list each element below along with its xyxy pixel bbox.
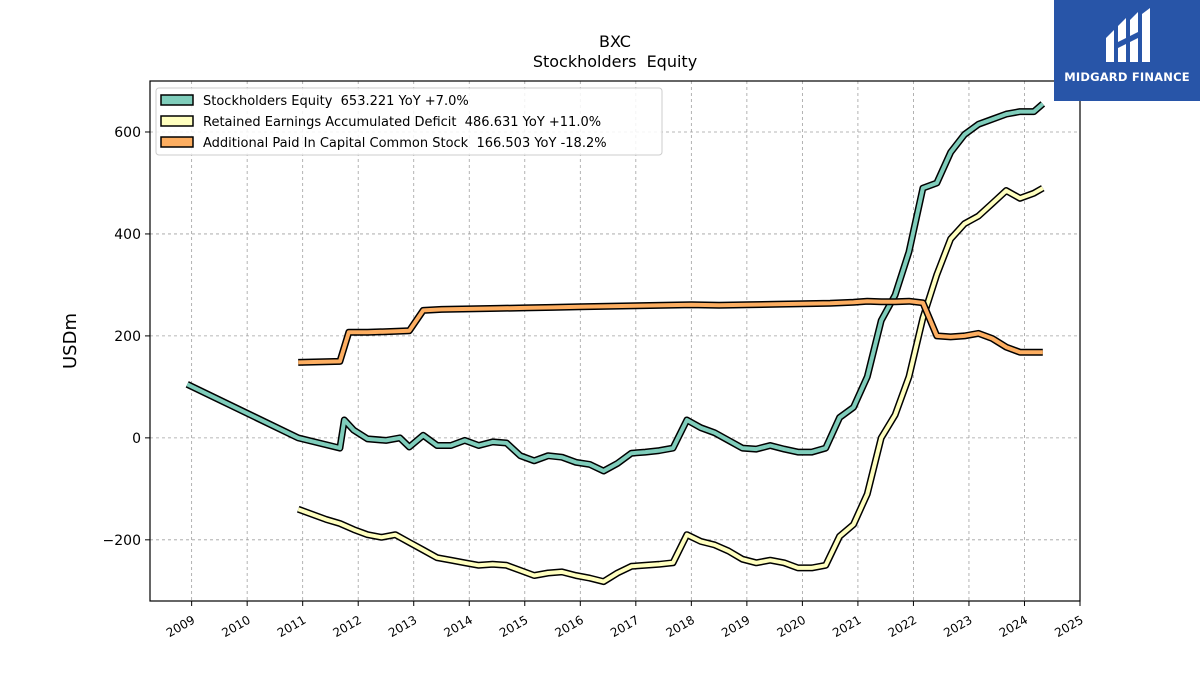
chart-subtitle: Stockholders Equity (533, 52, 697, 71)
legend-label-2: Retained Earnings Accumulated Deficit 48… (203, 115, 601, 130)
y-tick-label: 600 (114, 125, 141, 141)
x-tick-label: 2009 (164, 613, 197, 640)
x-tick-label: 2025 (1052, 613, 1085, 640)
x-tick-label: 2020 (775, 613, 808, 640)
legend-swatch-3 (160, 136, 194, 148)
x-tick-label: 2013 (386, 613, 419, 640)
series-line-3 (298, 299, 1043, 365)
legend-box (155, 87, 663, 156)
x-tick-label: 2022 (886, 613, 919, 640)
logo: MIDGARD FINANCE (1054, 0, 1200, 101)
chart-title: BXC (599, 32, 631, 51)
x-tick-label: 2024 (997, 613, 1030, 640)
x-tick-label: 2011 (275, 613, 308, 640)
series-outline-1 (185, 101, 1046, 475)
x-tick-label: 2023 (941, 613, 974, 640)
x-tick-label: 2010 (219, 613, 252, 640)
plot-frame (149, 80, 1081, 602)
x-tick-label: 2018 (664, 613, 697, 640)
legend: Stockholders Equity 653.221 YoY +7.0% Ret… (155, 87, 663, 156)
y-tick-label: 200 (114, 329, 141, 345)
series-line-1 (186, 102, 1045, 473)
series-outline-2 (296, 185, 1045, 586)
gridlines (150, 81, 1081, 601)
logo-mark-icon (1106, 8, 1150, 62)
legend-label-3: Additional Paid In Capital Common Stock … (203, 136, 607, 151)
y-tick-label: 400 (114, 227, 141, 243)
x-tick-label: 2016 (553, 613, 586, 640)
logo-text: MIDGARD FINANCE (1064, 70, 1190, 84)
x-tick-label: 2014 (441, 613, 474, 640)
y-axis-label: USDm (60, 313, 81, 369)
x-axis: 2009 2010 2011 2012 2013 2014 2015 2016 2017 2018… (164, 601, 1086, 640)
legend-swatch-1 (160, 94, 194, 106)
y-tick-label: −200 (103, 533, 141, 549)
x-tick-label: 2021 (830, 613, 863, 640)
series-line-2 (297, 186, 1044, 584)
legend-label-1: Stockholders Equity 653.221 YoY +7.0% (203, 94, 469, 109)
x-tick-label: 2012 (330, 613, 363, 640)
y-tick-label: 0 (132, 431, 141, 447)
legend-swatch-2 (160, 115, 194, 127)
x-tick-label: 2019 (719, 613, 752, 640)
x-tick-label: 2017 (608, 613, 641, 640)
x-tick-label: 2015 (497, 613, 530, 640)
series-lines (185, 101, 1046, 586)
y-axis: −200 0 200 400 600 (103, 125, 150, 549)
